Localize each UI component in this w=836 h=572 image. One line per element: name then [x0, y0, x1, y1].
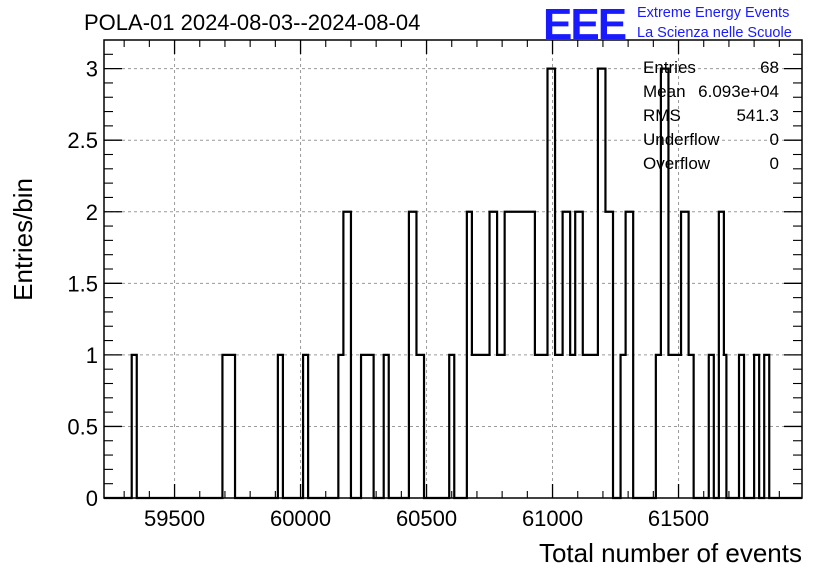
tick-labels: 59500 60000 60500 61000 61500 0 0.5 1 1.5 2 2.5 3 — [67, 57, 709, 531]
histogram-bin — [709, 355, 714, 498]
histogram-step-line — [104, 67, 802, 500]
stats-value: 68 — [760, 58, 779, 77]
y-tick-label: 1.5 — [67, 271, 98, 296]
y-tick-label: 2.5 — [67, 128, 98, 153]
histogram-bin — [132, 355, 137, 498]
histogram-bin — [689, 355, 694, 498]
axis-ticks — [104, 40, 802, 499]
x-tick-label: 60500 — [396, 506, 457, 531]
y-axis-label: Entries/bin — [8, 178, 38, 301]
stats-label: Underflow — [643, 130, 720, 149]
histogram-bin — [467, 212, 472, 498]
histogram-bin — [555, 355, 563, 498]
histogram-bin — [621, 355, 626, 498]
stats-label: Mean — [643, 82, 686, 101]
histogram-bin — [764, 355, 769, 498]
eee-logo-text: Extreme Energy Events La Scienza nelle S… — [637, 3, 792, 43]
stats-value: 541.3 — [736, 106, 779, 125]
histogram-bin — [563, 212, 571, 498]
histogram-bin — [754, 355, 759, 498]
x-tick-label: 61000 — [522, 506, 583, 531]
histogram-bin — [303, 355, 308, 498]
histogram-bin — [535, 355, 548, 498]
stats-label: Entries — [643, 58, 696, 77]
stats-row: Mean 6.093e+04 — [643, 82, 779, 104]
x-tick-label: 60000 — [270, 506, 331, 531]
histogram-bin — [472, 355, 490, 498]
histogram-bin — [626, 212, 634, 498]
logo-line-1: Extreme Energy Events — [637, 5, 790, 21]
stats-row: RMS 541.3 — [643, 106, 779, 128]
chart-title: POLA-01 2024-08-03--2024-08-04 — [84, 10, 421, 35]
histogram-bin — [343, 212, 351, 498]
y-tick-label: 3 — [86, 57, 98, 82]
histogram-bin — [668, 355, 681, 498]
histogram-bin — [719, 212, 724, 498]
histogram-bin — [490, 212, 498, 498]
eee-logo: EEE — [543, 0, 627, 49]
histogram-bin — [416, 355, 424, 498]
stats-value: 0 — [769, 154, 779, 173]
histogram-bin — [583, 355, 598, 498]
histogram-bin — [338, 355, 343, 498]
histogram-bin — [547, 69, 555, 498]
stats-value: 6.093e+04 — [698, 82, 779, 101]
histogram-bin — [409, 212, 417, 498]
x-tick-label: 59500 — [144, 506, 205, 531]
x-axis-label: Total number of events — [539, 538, 802, 568]
histogram-bin — [222, 355, 235, 498]
histogram-bin — [361, 355, 374, 498]
stats-row: Underflow 0 — [643, 130, 779, 152]
x-tick-label: 61500 — [648, 506, 709, 531]
y-tick-label: 1 — [86, 343, 98, 368]
stats-label: Overflow — [643, 154, 711, 173]
histogram-bin — [497, 355, 505, 498]
y-tick-label: 0.5 — [67, 414, 98, 439]
grid-lines — [104, 40, 802, 498]
y-tick-label: 2 — [86, 200, 98, 225]
histogram-bin — [575, 212, 583, 498]
stats-row: Entries 68 — [643, 58, 779, 80]
histogram-bin — [598, 69, 606, 498]
histogram-bin — [505, 212, 535, 498]
stats-label: RMS — [643, 106, 681, 125]
histogram-bin — [739, 355, 744, 498]
histogram-bin — [449, 355, 454, 498]
y-tick-label: 0 — [86, 486, 98, 511]
stats-row: Overflow 0 — [643, 154, 779, 176]
histogram-bin — [384, 355, 389, 498]
histogram-bin — [278, 355, 283, 498]
histogram-bin — [724, 355, 727, 498]
histogram-bin — [656, 355, 661, 498]
histogram-bin — [570, 355, 575, 498]
histogram-bin — [605, 212, 613, 498]
histogram-bin — [681, 212, 689, 498]
stats-value: 0 — [769, 130, 779, 149]
logo-line-2: La Scienza nelle Scuole — [637, 25, 792, 41]
